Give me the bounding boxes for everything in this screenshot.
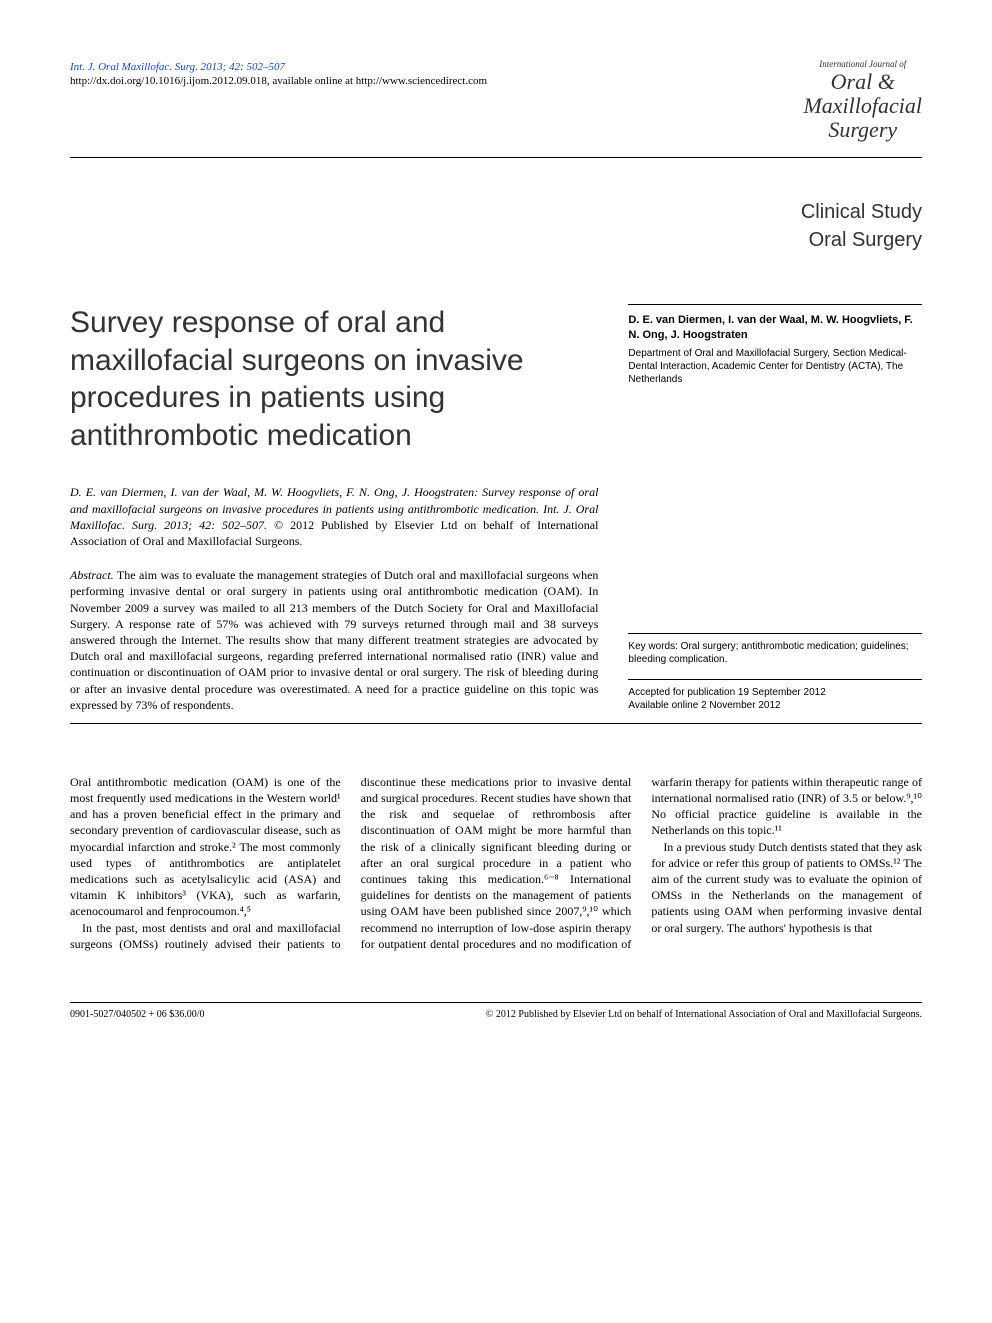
online-date: Available online 2 November 2012 [628, 699, 922, 713]
authors-column: D. E. van Diermen, I. van der Waal, M. W… [628, 304, 922, 454]
logo-line3: Surgery [803, 118, 922, 142]
body-paragraph-1: Oral antithrombotic medication (OAM) is … [70, 774, 341, 920]
accepted-date: Accepted for publication 19 September 20… [628, 686, 922, 700]
authors-block: D. E. van Diermen, I. van der Waal, M. W… [628, 304, 922, 386]
divider-top [70, 157, 922, 158]
abstract-label: Abstract. [70, 568, 114, 582]
authors-names: D. E. van Diermen, I. van der Waal, M. W… [628, 313, 922, 342]
citation-row: D. E. van Diermen, I. van der Waal, M. W… [70, 484, 922, 549]
abstract-row: Abstract. The aim was to evaluate the ma… [70, 567, 922, 713]
section-label-1: Clinical Study [70, 198, 922, 226]
article-title: Survey response of oral and maxillofacia… [70, 304, 598, 454]
keywords-column: Key words: Oral surgery; antithrombotic … [628, 567, 922, 713]
title-column: Survey response of oral and maxillofacia… [70, 304, 598, 454]
logo-line1: Oral & [803, 70, 922, 94]
authors-affiliation: Department of Oral and Maxillofacial Sur… [628, 347, 922, 386]
citation-side-spacer [628, 484, 922, 549]
section-labels: Clinical Study Oral Surgery [70, 198, 922, 254]
body-paragraph-3: In a previous study Dutch dentists state… [651, 839, 922, 936]
footer-row: 0901-5027/040502 + 06 $36.00/0 © 2012 Pu… [70, 1002, 922, 1020]
citation-column: D. E. van Diermen, I. van der Waal, M. W… [70, 484, 598, 549]
journal-ref-line1: Int. J. Oral Maxillofac. Surg. 2013; 42:… [70, 60, 487, 74]
body-text: Oral antithrombotic medication (OAM) is … [70, 774, 922, 952]
keywords-block: Key words: Oral surgery; antithrombotic … [628, 633, 922, 667]
title-authors-row: Survey response of oral and maxillofacia… [70, 304, 922, 454]
footer-left: 0901-5027/040502 + 06 $36.00/0 [70, 1009, 205, 1020]
abstract-column: Abstract. The aim was to evaluate the ma… [70, 567, 598, 713]
section-label-2: Oral Surgery [70, 226, 922, 254]
journal-reference: Int. J. Oral Maxillofac. Surg. 2013; 42:… [70, 60, 487, 89]
keywords-label: Key words: [628, 641, 677, 652]
abstract-text: The aim was to evaluate the management s… [70, 568, 598, 712]
header-row: Int. J. Oral Maxillofac. Surg. 2013; 42:… [70, 60, 922, 142]
dates-block: Accepted for publication 19 September 20… [628, 679, 922, 713]
divider-mid [70, 723, 922, 724]
journal-ref-line2: http://dx.doi.org/10.1016/j.ijom.2012.09… [70, 74, 487, 88]
journal-logo: International Journal of Oral & Maxillof… [803, 60, 922, 142]
footer-right: © 2012 Published by Elsevier Ltd on beha… [486, 1009, 922, 1020]
logo-line2: Maxillofacial [803, 94, 922, 118]
